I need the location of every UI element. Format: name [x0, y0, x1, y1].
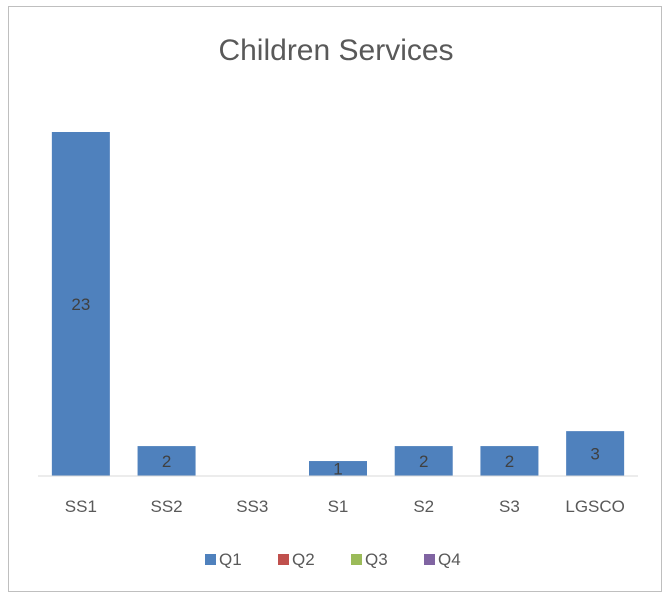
category-labels: SS1 SS2 SS3 S1 S2 S3 LGSCO [65, 497, 625, 516]
category-label-lgsco: LGSCO [565, 497, 625, 516]
bar-lgsco [566, 431, 625, 476]
bars-group [51, 132, 625, 476]
category-label-s1: S1 [328, 497, 349, 516]
bar-s1 [309, 461, 367, 476]
legend-swatch-q3 [351, 554, 362, 565]
data-label-ss1: 23 [71, 295, 90, 314]
bar-s3 [480, 446, 539, 476]
data-label-s1: 1 [333, 460, 342, 479]
legend: Q1 Q2 Q3 Q4 [205, 550, 461, 569]
legend-swatch-q1 [205, 554, 216, 565]
category-label-s3: S3 [499, 497, 520, 516]
legend-label-q4: Q4 [438, 550, 461, 569]
bar-s2 [394, 446, 453, 476]
legend-label-q1: Q1 [219, 550, 242, 569]
chart-title: Children Services [218, 34, 453, 67]
bar-ss2 [137, 446, 196, 476]
data-label-lgsco: 3 [590, 445, 599, 464]
chart-frame [8, 6, 662, 592]
data-label-ss2: 2 [162, 452, 171, 471]
category-label-ss1: SS1 [65, 497, 97, 516]
legend-label-q3: Q3 [365, 550, 388, 569]
category-label-ss3: SS3 [236, 497, 268, 516]
data-label-s2: 2 [419, 452, 428, 471]
data-label-s3: 2 [505, 452, 514, 471]
data-labels: 232 1 2 2 3 [71, 295, 599, 479]
bar-ss1 [51, 132, 110, 476]
legend-label-q2: Q2 [292, 550, 315, 569]
category-label-ss2: SS2 [151, 497, 183, 516]
legend-swatch-q2 [278, 554, 289, 565]
category-label-s2: S2 [413, 497, 434, 516]
legend-swatch-q4 [424, 554, 435, 565]
